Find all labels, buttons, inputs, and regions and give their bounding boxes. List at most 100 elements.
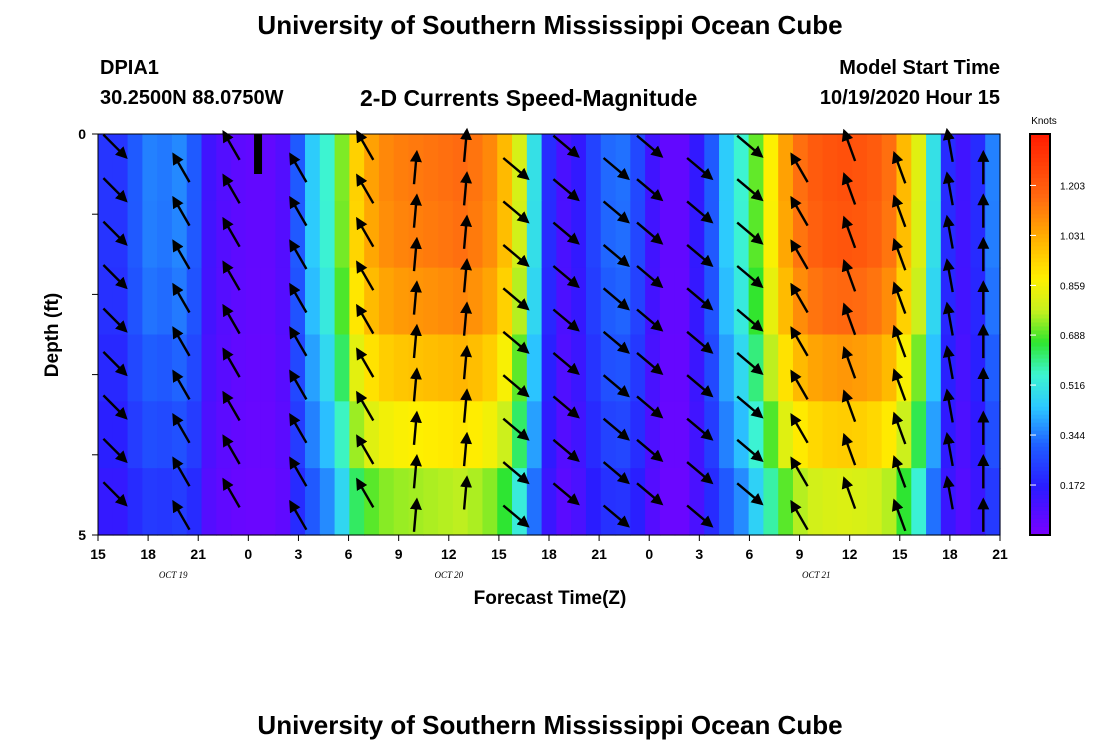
colorbar-segment xyxy=(1030,502,1050,508)
heatmap-cell xyxy=(541,401,557,469)
heatmap-cell xyxy=(763,267,779,336)
colorbar-segment xyxy=(1030,218,1050,223)
heatmap-cell xyxy=(985,334,1001,402)
heatmap-cell xyxy=(171,200,188,269)
colorbar-segment xyxy=(1030,326,1050,331)
current-arrow xyxy=(502,200,530,224)
heatmap-cell xyxy=(689,401,705,469)
heatmap-cell xyxy=(319,200,336,269)
heatmap-cell xyxy=(659,401,676,469)
current-arrow xyxy=(222,173,241,204)
current-arrow xyxy=(172,152,191,183)
heatmap-cell xyxy=(985,401,1001,469)
heatmap-cell xyxy=(319,468,336,536)
colorbar-segment xyxy=(1030,510,1050,516)
heatmap-cell xyxy=(216,468,232,536)
colorbar-segment xyxy=(1030,398,1050,404)
current-arrow xyxy=(942,388,955,423)
heatmap-cells xyxy=(98,134,1001,536)
heatmap-cell xyxy=(556,267,572,336)
current-arrow xyxy=(552,351,580,376)
current-arrow xyxy=(686,200,714,224)
heatmap-cell xyxy=(585,134,602,202)
heatmap-cell xyxy=(778,468,794,536)
heatmap-cell xyxy=(467,200,484,269)
heatmap-cell xyxy=(349,401,365,469)
colorbar-label: Knots xyxy=(1031,116,1057,127)
heatmap-cell xyxy=(541,267,557,336)
heatmap-cell xyxy=(378,267,395,336)
heatmap-cell xyxy=(378,334,395,402)
date-label: OCT 20 xyxy=(434,570,463,580)
current-arrow xyxy=(686,157,714,181)
x-axis-label: Forecast Time(Z) xyxy=(474,588,627,609)
heatmap-cell xyxy=(778,401,794,469)
heatmap-cell xyxy=(112,468,129,536)
colorbar-segment xyxy=(1030,262,1050,267)
heatmap-cell xyxy=(127,200,143,269)
current-arrow xyxy=(552,482,580,506)
heatmap-cell xyxy=(245,200,262,269)
colorbar-segment xyxy=(1030,310,1050,315)
heatmap-cell xyxy=(659,200,676,269)
heatmap-cell xyxy=(393,134,410,202)
colorbar-tick-label: 1.203 xyxy=(1060,181,1085,192)
current-arrow xyxy=(102,481,128,507)
heatmap-cell xyxy=(142,267,158,336)
colorbar-segment xyxy=(1030,530,1050,536)
heatmap-cell xyxy=(127,401,143,469)
heatmap-cell xyxy=(896,401,912,469)
heatmap-cell xyxy=(482,134,498,202)
heatmap-cell xyxy=(778,200,794,269)
current-arrow xyxy=(736,308,764,332)
heatmap-cell xyxy=(911,334,927,402)
current-arrow xyxy=(736,178,764,202)
colorbar-tick-label: 0.344 xyxy=(1060,431,1085,442)
heatmap-cell xyxy=(497,334,513,402)
heatmap-cell xyxy=(186,200,203,269)
heatmap-cell xyxy=(985,200,1001,269)
colorbar-segment xyxy=(1030,274,1050,279)
colorbar-segment xyxy=(1030,430,1050,436)
current-arrow xyxy=(552,395,580,419)
heatmap-cell xyxy=(438,267,454,336)
heatmap-cell xyxy=(719,200,735,269)
current-arrow xyxy=(891,498,907,532)
current-arrow xyxy=(409,323,422,359)
heatmap-cell xyxy=(585,200,602,269)
heatmap-cell xyxy=(852,200,868,269)
heatmap-cell xyxy=(260,334,277,402)
colorbar-segment xyxy=(1030,174,1050,179)
heatmap-cell xyxy=(763,134,779,202)
heatmap-cell xyxy=(955,134,972,202)
heatmap-cell xyxy=(142,468,158,536)
heatmap-cell xyxy=(866,134,883,202)
colorbar-segment xyxy=(1030,230,1050,235)
heatmap-cell xyxy=(881,200,898,269)
heatmap-cell xyxy=(600,267,617,336)
current-arrow xyxy=(636,308,664,332)
current-arrow xyxy=(289,326,308,357)
heatmap-cell xyxy=(305,334,321,402)
current-arrow xyxy=(891,455,907,488)
current-arrow xyxy=(891,237,907,271)
heatmap-cell xyxy=(630,334,646,402)
heatmap-cell xyxy=(482,334,498,402)
current-arrow xyxy=(102,264,128,290)
current-arrow xyxy=(602,374,630,398)
current-arrow xyxy=(552,308,580,332)
heatmap-cell xyxy=(659,134,676,202)
heatmap-cell xyxy=(940,200,957,269)
heatmap-cell xyxy=(822,134,838,202)
colorbar-segment xyxy=(1030,370,1050,376)
heatmap-cell xyxy=(201,468,217,536)
heatmap-cell xyxy=(393,334,410,402)
heatmap-cell xyxy=(985,267,1001,336)
current-arrow xyxy=(460,388,473,423)
current-arrow xyxy=(172,195,191,227)
current-arrow xyxy=(460,344,473,380)
heatmap-cell xyxy=(852,334,868,402)
current-arrow xyxy=(172,326,191,357)
heatmap-cell xyxy=(600,134,617,202)
missing-data-bar xyxy=(254,134,263,174)
